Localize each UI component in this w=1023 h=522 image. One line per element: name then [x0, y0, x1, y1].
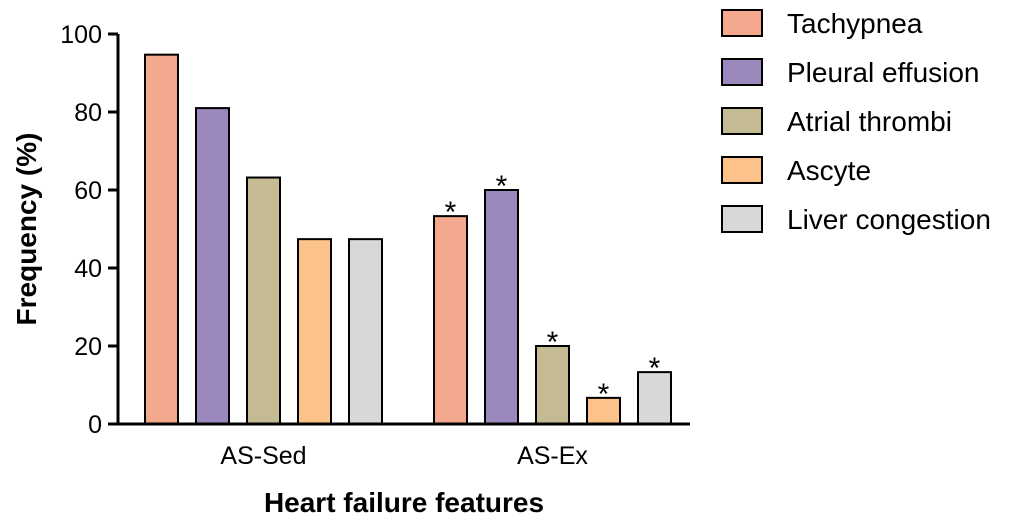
bar — [586, 396, 621, 425]
legend-swatch — [721, 107, 763, 135]
legend-swatch — [721, 156, 763, 184]
legend-swatch — [721, 58, 763, 86]
legend-label: Ascyte — [787, 155, 871, 186]
y-tick-label: 0 — [88, 411, 102, 439]
x-category-label: AS-Ex — [517, 442, 588, 470]
bar — [348, 238, 383, 425]
significance-star: * — [445, 196, 457, 229]
y-tick-label: 100 — [60, 21, 102, 49]
significance-star: * — [547, 326, 559, 359]
x-axis-category-labels: AS-Sed AS-Ex — [220, 442, 588, 470]
y-axis-ticks: 0 20 40 60 80 100 — [60, 21, 118, 439]
bar — [297, 238, 332, 425]
bar — [433, 215, 468, 425]
significance-star: * — [598, 378, 610, 411]
bar — [246, 176, 281, 425]
legend-swatch — [721, 205, 763, 233]
x-axis-title: Heart failure features — [264, 487, 544, 518]
y-tick-label: 40 — [74, 255, 102, 283]
bar — [637, 371, 672, 426]
bar — [195, 107, 230, 425]
bar — [484, 189, 519, 425]
significance-star: * — [496, 170, 508, 203]
y-tick-label: 60 — [74, 177, 102, 205]
y-tick-label: 20 — [74, 333, 102, 361]
y-tick-label: 80 — [74, 99, 102, 127]
bars — [144, 53, 672, 426]
significance-star: * — [649, 352, 661, 385]
legend-swatch — [721, 9, 763, 37]
legend-label: Tachypnea — [787, 8, 923, 39]
legend: Tachypnea Pleural effusion Atrial thrombi A… — [721, 8, 991, 235]
legend-label: Pleural effusion — [787, 57, 980, 88]
legend-label: Liver congestion — [787, 204, 991, 235]
bar — [144, 53, 179, 425]
significance-markers: * * * * * — [445, 170, 661, 411]
y-axis-title: Frequency (%) — [11, 133, 42, 326]
x-category-label: AS-Sed — [220, 442, 306, 470]
legend-label: Atrial thrombi — [787, 106, 952, 137]
